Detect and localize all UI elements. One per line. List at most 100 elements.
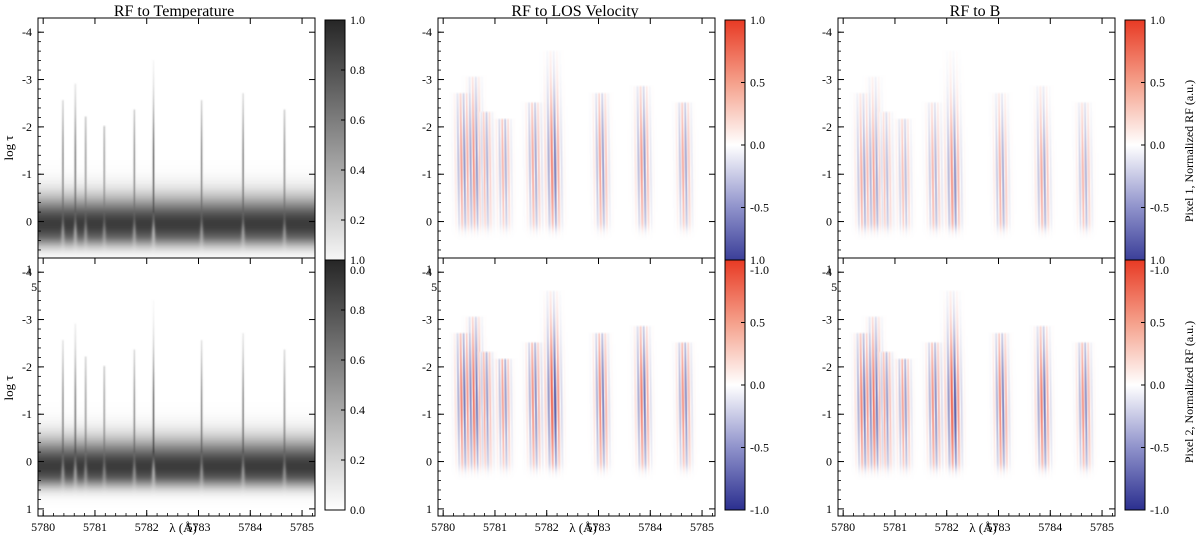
x-tick-label: 5780 xyxy=(831,520,855,534)
x-tick-label: 5783 xyxy=(187,520,211,534)
x-tick-label: 5783 xyxy=(587,520,611,534)
y-tick-label: -3 xyxy=(822,73,832,87)
y-tick-label: -3 xyxy=(22,313,32,327)
x-tick-label: 5782 xyxy=(535,520,559,534)
x-tick-label: 5785 xyxy=(290,520,314,534)
x-tick-label: 5781 xyxy=(883,520,907,534)
colorbar-tick-label: -1.0 xyxy=(750,263,769,277)
x-tick-label: 5784 xyxy=(238,520,262,534)
colorbar-tick-label: 0.6 xyxy=(350,353,365,367)
colorbar-tick-label: 0.5 xyxy=(750,76,765,90)
y-tick-label: 1 xyxy=(826,262,832,276)
panel-row2-b: 5780 5781 5782 5783 5784 5785 -4 -3 -2 -1 0 1 1.0 0.5… xyxy=(822,253,1169,534)
colorbar-tick-label: 0.2 xyxy=(350,453,365,467)
y-tick-label: 0 xyxy=(426,455,432,469)
y-tick-label: -2 xyxy=(22,120,32,134)
panel-row1-temperature: 578057815782578357845785-4-3-2-1011.00.8… xyxy=(22,13,365,294)
colorbar-tick-label: 0.6 xyxy=(350,113,365,127)
colorbar-tick-label: 1.0 xyxy=(1150,13,1165,27)
y-tick-label: 0 xyxy=(26,215,32,229)
colorbar-tick-label: -1.0 xyxy=(1150,503,1169,517)
y-tick-label: -2 xyxy=(822,360,832,374)
y-tick-label: -4 xyxy=(22,25,32,39)
title-b: RF to B xyxy=(950,3,1001,20)
y-tick-label: -1 xyxy=(422,167,432,181)
x-tick-label: 5780 xyxy=(31,520,55,534)
x-tick-label: 5783 xyxy=(987,520,1011,534)
cblabel-pixel1: Pixel 1, Normalized RF (a.u.) xyxy=(1182,80,1196,222)
y-tick-label: -1 xyxy=(822,167,832,181)
xlabel-col2: λ (Å) xyxy=(569,520,597,535)
x-tick-label: 5782 xyxy=(135,520,159,534)
colorbar-tick-label: 0.2 xyxy=(350,213,365,227)
y-tick-label: -4 xyxy=(422,25,432,39)
heatmap-image xyxy=(838,18,1115,276)
colorbar-tick-label: -1.0 xyxy=(1150,263,1169,277)
colorbar-tick-label: 0.0 xyxy=(1150,378,1165,392)
colorbar-tick-label: 0.8 xyxy=(350,63,365,77)
x-tick-label: 5785 xyxy=(690,520,714,534)
y-tick-label: -4 xyxy=(822,25,832,39)
panels-layer: 5780 5781 5782 5783 5784 5785 -4 -3 -2 -1 0 1 1.0 0.8… xyxy=(22,13,1169,534)
title-los-velocity: RF to LOS Velocity xyxy=(511,3,638,20)
colorbar-tick-label: -1.0 xyxy=(750,503,769,517)
heatmap-image xyxy=(38,258,315,516)
colorbar-tick-label: 0.5 xyxy=(750,316,765,330)
panel-row1-b: 578057815782578357845785-4-3-2-1011.00.5… xyxy=(822,13,1169,294)
x-tick-label: 5785 xyxy=(1090,520,1114,534)
panel-frame xyxy=(437,257,716,517)
xlabel-col3: λ (Å) xyxy=(969,520,997,535)
colorbar-tick-label: 1.0 xyxy=(1150,253,1165,267)
y-tick-label: -1 xyxy=(22,167,32,181)
colorbar-tick-label: 1.0 xyxy=(350,13,365,27)
y-tick-label: -3 xyxy=(22,73,32,87)
y-tick-label: 1 xyxy=(426,502,432,516)
colorbar-tick-label: 0.0 xyxy=(350,503,365,517)
xlabel-col1: λ (Å) xyxy=(169,520,197,535)
colorbar-tick-label: 0.4 xyxy=(350,163,365,177)
colorbar-tick-label: 1.0 xyxy=(750,253,765,267)
y-tick-label: 1 xyxy=(426,262,432,276)
colorbar-tick-label: 1.0 xyxy=(350,253,365,267)
panel-row2-temperature: 5780 5781 5782 5783 5784 5785 -4 -3 -2 -1 0 1 1.0 0.8… xyxy=(22,253,365,534)
y-tick-label: 0 xyxy=(826,215,832,229)
y-tick-label: 0 xyxy=(826,455,832,469)
panel-frame xyxy=(837,257,1116,517)
colorbar xyxy=(324,259,346,511)
y-tick-label: -2 xyxy=(422,360,432,374)
x-tick-label: 5781 xyxy=(483,520,507,534)
y-tick-label: 0 xyxy=(426,215,432,229)
x-tick-label: 5781 xyxy=(83,520,107,534)
y-tick-label: -2 xyxy=(422,120,432,134)
x-tick-label: 5782 xyxy=(935,520,959,534)
colorbar-tick-label: -0.5 xyxy=(1150,201,1169,215)
x-tick-label: 5780 xyxy=(431,520,455,534)
colorbar-tick-label: 0.0 xyxy=(350,263,365,277)
colorbar-tick-label: 0.5 xyxy=(1150,316,1165,330)
y-tick-label: 1 xyxy=(26,502,32,516)
panel-row1-los-velocity: 578057815782578357845785-4-3-2-1011.00.5… xyxy=(422,13,769,294)
y-tick-label: -1 xyxy=(22,407,32,421)
heatmap-image xyxy=(438,258,715,516)
y-tick-label: -1 xyxy=(822,407,832,421)
y-tick-label: -4 xyxy=(822,265,832,279)
y-tick-label: -3 xyxy=(422,313,432,327)
colorbar-tick-label: 0.0 xyxy=(1150,138,1165,152)
y-tick-label: -1 xyxy=(422,407,432,421)
x-tick-label: 5784 xyxy=(1038,520,1062,534)
colorbar-tick-label: 1.0 xyxy=(750,13,765,27)
y-tick-label: -4 xyxy=(422,265,432,279)
colorbar-tick-label: 0.5 xyxy=(1150,76,1165,90)
colorbar xyxy=(324,19,346,271)
colorbar-tick-label: 0.0 xyxy=(750,378,765,392)
heatmap-image xyxy=(38,18,315,276)
heatmap-image xyxy=(438,18,715,276)
ylabel-row2: log τ xyxy=(1,375,16,400)
y-tick-label: 0 xyxy=(26,455,32,469)
colorbar-tick-label: 0.8 xyxy=(350,303,365,317)
heatmap-image xyxy=(838,258,1115,516)
y-tick-label: -3 xyxy=(422,73,432,87)
cblabel-pixel2: Pixel 2, Normalized RF (a.u.) xyxy=(1182,321,1196,463)
title-temperature: RF to Temperature xyxy=(114,3,234,20)
